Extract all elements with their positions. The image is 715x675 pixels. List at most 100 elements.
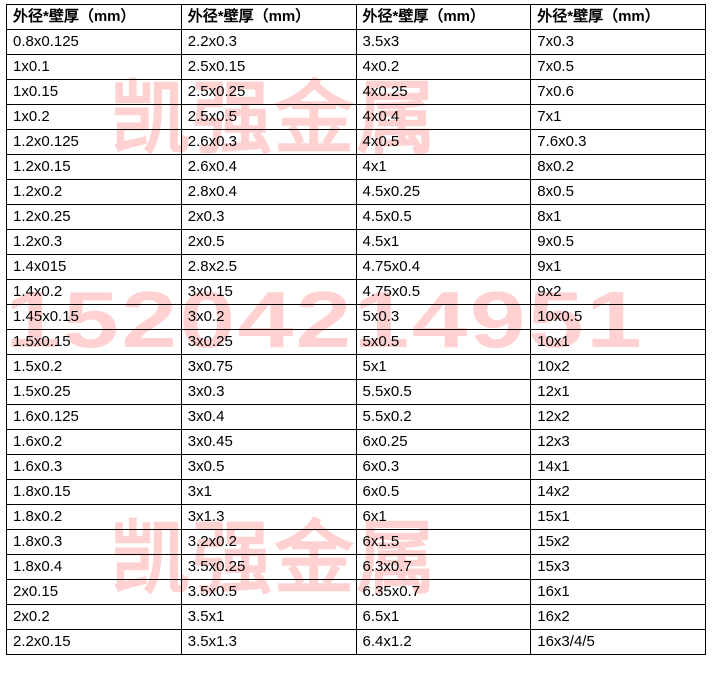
table-cell: 2x0.2 xyxy=(7,605,182,630)
table-row: 1x0.12.5x0.154x0.27x0.5 xyxy=(7,55,706,80)
table-row: 1.2x0.22.8x0.44.5x0.258x0.5 xyxy=(7,180,706,205)
table-cell: 2.6x0.3 xyxy=(181,130,356,155)
table-cell: 1.8x0.2 xyxy=(7,505,182,530)
table-cell: 1.6x0.2 xyxy=(7,430,182,455)
table-cell: 3x0.4 xyxy=(181,405,356,430)
table-cell: 3.5x0.25 xyxy=(181,555,356,580)
table-cell: 6x0.3 xyxy=(356,455,531,480)
table-cell: 1x0.1 xyxy=(7,55,182,80)
table-cell: 4.5x1 xyxy=(356,230,531,255)
table-cell: 3x0.3 xyxy=(181,380,356,405)
table-cell: 9x1 xyxy=(531,255,706,280)
table-row: 1.5x0.23x0.755x110x2 xyxy=(7,355,706,380)
table-cell: 2.5x0.15 xyxy=(181,55,356,80)
table-row: 1.2x0.152.6x0.44x18x0.2 xyxy=(7,155,706,180)
col-header-2: 外径*壁厚（mm） xyxy=(181,5,356,30)
table-cell: 3x0.5 xyxy=(181,455,356,480)
table-cell: 16x1 xyxy=(531,580,706,605)
table-cell: 1.2x0.125 xyxy=(7,130,182,155)
table-cell: 7x0.3 xyxy=(531,30,706,55)
table-cell: 1.6x0.3 xyxy=(7,455,182,480)
table-row: 1.2x0.252x0.34.5x0.58x1 xyxy=(7,205,706,230)
table-cell: 4x0.25 xyxy=(356,80,531,105)
table-cell: 1x0.15 xyxy=(7,80,182,105)
table-cell: 6.3x0.7 xyxy=(356,555,531,580)
table-cell: 4.5x0.5 xyxy=(356,205,531,230)
table-row: 1.6x0.1253x0.45.5x0.212x2 xyxy=(7,405,706,430)
table-cell: 1.2x0.3 xyxy=(7,230,182,255)
table-cell: 9x0.5 xyxy=(531,230,706,255)
table-cell: 8x1 xyxy=(531,205,706,230)
table-cell: 1.8x0.15 xyxy=(7,480,182,505)
table-cell: 10x0.5 xyxy=(531,305,706,330)
table-cell: 6x1 xyxy=(356,505,531,530)
table-cell: 2.5x0.25 xyxy=(181,80,356,105)
table-cell: 1.45x0.15 xyxy=(7,305,182,330)
table-cell: 6.5x1 xyxy=(356,605,531,630)
table-cell: 5.5x0.5 xyxy=(356,380,531,405)
table-cell: 3x0.2 xyxy=(181,305,356,330)
table-cell: 2.2x0.15 xyxy=(7,630,182,655)
table-cell: 2x0.5 xyxy=(181,230,356,255)
table-cell: 7x1 xyxy=(531,105,706,130)
table-row: 1.4x0.23x0.154.75x0.59x2 xyxy=(7,280,706,305)
table-cell: 9x2 xyxy=(531,280,706,305)
table-row: 1.8x0.23x1.36x115x1 xyxy=(7,505,706,530)
table-cell: 6.35x0.7 xyxy=(356,580,531,605)
table-cell: 6x1.5 xyxy=(356,530,531,555)
table-row: 1.6x0.23x0.456x0.2512x3 xyxy=(7,430,706,455)
table-cell: 1.8x0.4 xyxy=(7,555,182,580)
table-row: 0.8x0.1252.2x0.33.5x37x0.3 xyxy=(7,30,706,55)
table-cell: 12x3 xyxy=(531,430,706,455)
table-row: 1.8x0.43.5x0.256.3x0.715x3 xyxy=(7,555,706,580)
table-row: 1.4x0152.8x2.54.75x0.49x1 xyxy=(7,255,706,280)
table-cell: 15x2 xyxy=(531,530,706,555)
table-cell: 1.4x015 xyxy=(7,255,182,280)
table-cell: 3.5x1.3 xyxy=(181,630,356,655)
table-cell: 6.4x1.2 xyxy=(356,630,531,655)
table-cell: 2.8x0.4 xyxy=(181,180,356,205)
table-cell: 4x0.5 xyxy=(356,130,531,155)
table-cell: 8x0.2 xyxy=(531,155,706,180)
table-cell: 3x0.45 xyxy=(181,430,356,455)
col-header-3: 外径*壁厚（mm） xyxy=(356,5,531,30)
table-cell: 12x1 xyxy=(531,380,706,405)
table-cell: 5.5x0.2 xyxy=(356,405,531,430)
table-cell: 15x3 xyxy=(531,555,706,580)
table-cell: 1.5x0.2 xyxy=(7,355,182,380)
table-cell: 3x0.75 xyxy=(181,355,356,380)
table-cell: 14x1 xyxy=(531,455,706,480)
table-cell: 4x1 xyxy=(356,155,531,180)
table-cell: 5x0.5 xyxy=(356,330,531,355)
table-row: 2.2x0.153.5x1.36.4x1.216x3/4/5 xyxy=(7,630,706,655)
table-row: 1.8x0.33.2x0.26x1.515x2 xyxy=(7,530,706,555)
table-header-row: 外径*壁厚（mm） 外径*壁厚（mm） 外径*壁厚（mm） 外径*壁厚（mm） xyxy=(7,5,706,30)
table-cell: 0.8x0.125 xyxy=(7,30,182,55)
table-cell: 10x2 xyxy=(531,355,706,380)
table-cell: 4.75x0.4 xyxy=(356,255,531,280)
table-cell: 3x0.25 xyxy=(181,330,356,355)
table-cell: 2.2x0.3 xyxy=(181,30,356,55)
table-cell: 2.5x0.5 xyxy=(181,105,356,130)
table-row: 1x0.152.5x0.254x0.257x0.6 xyxy=(7,80,706,105)
table-row: 1.5x0.153x0.255x0.510x1 xyxy=(7,330,706,355)
table-row: 1.5x0.253x0.35.5x0.512x1 xyxy=(7,380,706,405)
table-cell: 4.5x0.25 xyxy=(356,180,531,205)
table-row: 1.6x0.33x0.56x0.314x1 xyxy=(7,455,706,480)
table-cell: 5x1 xyxy=(356,355,531,380)
table-cell: 2.8x2.5 xyxy=(181,255,356,280)
table-cell: 5x0.3 xyxy=(356,305,531,330)
table-cell: 14x2 xyxy=(531,480,706,505)
table-row: 1.2x0.1252.6x0.34x0.57.6x0.3 xyxy=(7,130,706,155)
table-cell: 3.5x3 xyxy=(356,30,531,55)
spec-table: 外径*壁厚（mm） 外径*壁厚（mm） 外径*壁厚（mm） 外径*壁厚（mm） … xyxy=(6,4,706,655)
table-cell: 1.6x0.125 xyxy=(7,405,182,430)
table-cell: 10x1 xyxy=(531,330,706,355)
table-cell: 12x2 xyxy=(531,405,706,430)
table-row: 1x0.22.5x0.54x0.47x1 xyxy=(7,105,706,130)
table-cell: 1.2x0.2 xyxy=(7,180,182,205)
table-cell: 4.75x0.5 xyxy=(356,280,531,305)
table-cell: 3x0.15 xyxy=(181,280,356,305)
table-cell: 1.2x0.25 xyxy=(7,205,182,230)
table-row: 1.45x0.153x0.25x0.310x0.5 xyxy=(7,305,706,330)
